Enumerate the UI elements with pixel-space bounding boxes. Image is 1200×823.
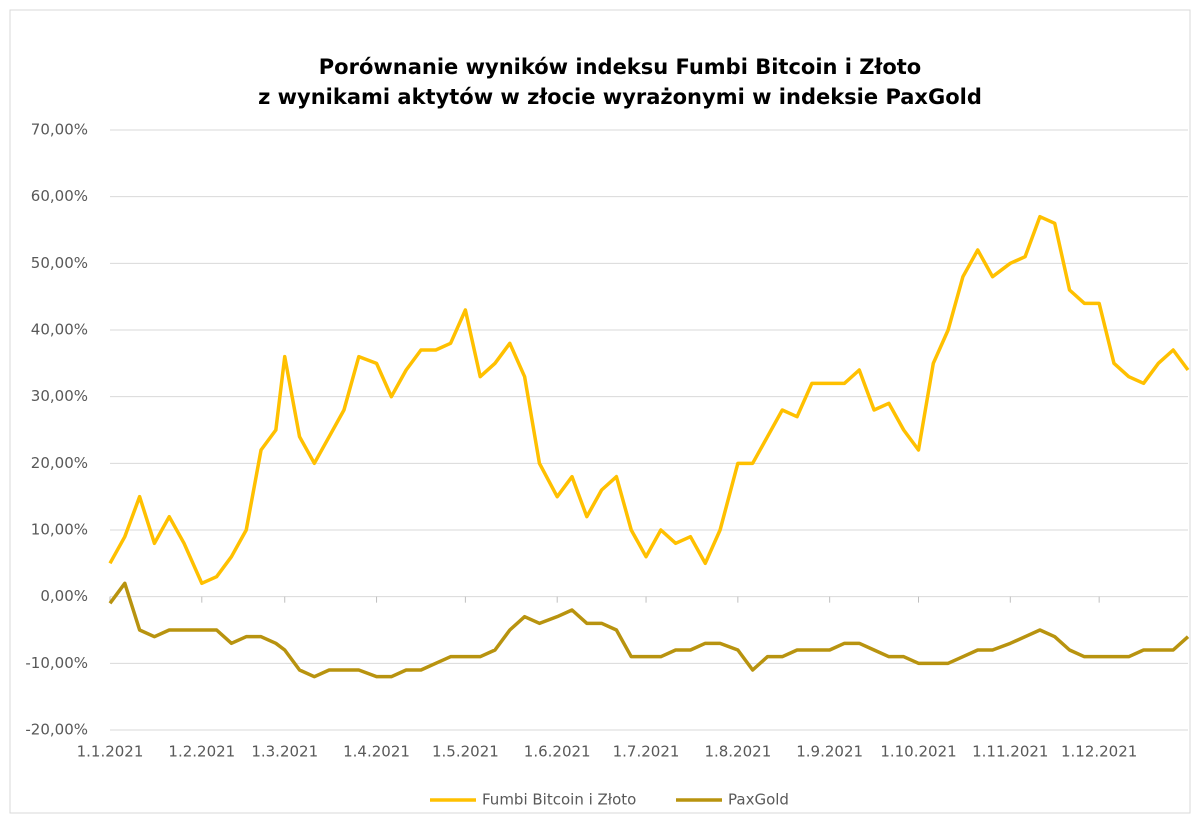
- legend-label: Fumbi Bitcoin i Złoto: [482, 791, 636, 809]
- x-tick-label: 1.4.2021: [343, 743, 410, 761]
- y-tick-label: 30,00%: [31, 387, 88, 405]
- x-tick-label: 1.2.2021: [168, 743, 235, 761]
- y-tick-label: 60,00%: [31, 187, 88, 205]
- y-tick-label: 40,00%: [31, 321, 88, 339]
- y-tick-label: -10,00%: [25, 654, 88, 672]
- y-tick-label: 10,00%: [31, 521, 88, 539]
- x-tick-label: 1.8.2021: [704, 743, 771, 761]
- chart-title: z wynikami aktytów w złocie wyrażonymi w…: [258, 85, 982, 109]
- x-tick-label: 1.6.2021: [524, 743, 591, 761]
- x-tick-label: 1.9.2021: [796, 743, 863, 761]
- y-tick-label: 20,00%: [31, 454, 88, 472]
- x-tick-label: 1.7.2021: [613, 743, 680, 761]
- x-tick-label: 1.11.2021: [972, 743, 1048, 761]
- chart-frame: [9, 9, 1191, 814]
- x-tick-label: 1.5.2021: [432, 743, 499, 761]
- chart-title: Porównanie wyników indeksu Fumbi Bitcoin…: [319, 55, 921, 79]
- y-tick-label: 50,00%: [31, 254, 88, 272]
- legend-label: PaxGold: [728, 791, 789, 809]
- x-tick-label: 1.12.2021: [1061, 743, 1137, 761]
- y-tick-label: 70,00%: [31, 121, 88, 139]
- x-tick-label: 1.1.2021: [77, 743, 144, 761]
- x-tick-label: 1.3.2021: [251, 743, 318, 761]
- series-line: [108, 214, 1190, 586]
- x-tick-label: 1.10.2021: [880, 743, 956, 761]
- series-line: [108, 581, 1190, 679]
- y-tick-label: 0,00%: [40, 587, 88, 605]
- y-tick-label: -20,00%: [25, 721, 88, 739]
